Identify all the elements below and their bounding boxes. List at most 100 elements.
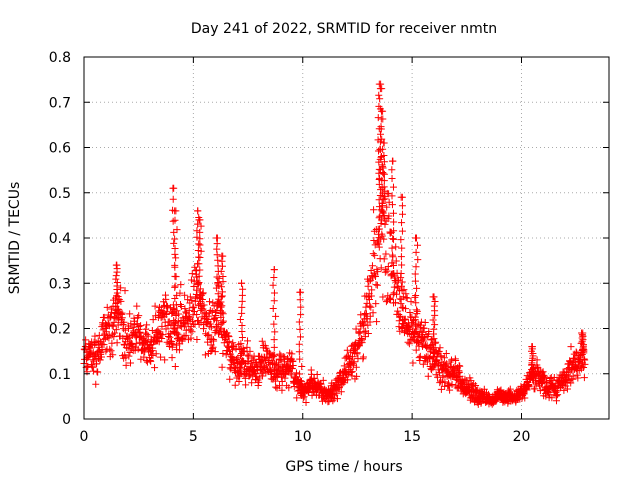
data-point (112, 326, 120, 334)
data-point (109, 322, 117, 330)
data-point (369, 309, 377, 317)
data-point (411, 313, 419, 321)
data-point (340, 362, 348, 370)
data-point (397, 236, 405, 244)
data-point (171, 244, 179, 252)
data-point (396, 295, 404, 303)
data-point (376, 212, 384, 220)
data-point (243, 351, 251, 359)
data-point (398, 286, 406, 294)
data-point (187, 334, 195, 342)
data-point (111, 329, 119, 337)
data-point (292, 369, 300, 377)
data-point (296, 355, 304, 363)
data-point (269, 281, 277, 289)
data-point (398, 278, 406, 286)
data-point (126, 359, 134, 367)
data-point (375, 165, 383, 173)
data-point (441, 378, 449, 386)
data-point (402, 305, 410, 313)
data-point (392, 243, 400, 251)
data-point (235, 378, 243, 386)
data-point (429, 316, 437, 324)
data-point (189, 304, 197, 312)
data-point (420, 337, 428, 345)
data-point (114, 292, 122, 300)
data-point (362, 310, 370, 318)
data-point (384, 262, 392, 270)
data-point (366, 302, 374, 310)
data-point (209, 343, 217, 351)
data-point (365, 277, 373, 285)
data-point (388, 244, 396, 252)
data-point (380, 235, 388, 243)
data-point (207, 320, 215, 328)
data-point (394, 307, 402, 315)
y-axis-label: SRMTID / TECUs (7, 182, 23, 295)
data-point (288, 364, 296, 372)
data-point (461, 375, 469, 383)
data-point (409, 317, 417, 325)
data-point (375, 225, 383, 233)
data-point (581, 360, 589, 368)
data-point (370, 206, 378, 214)
data-point (271, 328, 279, 336)
data-point (437, 377, 445, 385)
data-point (412, 292, 420, 300)
data-point (409, 359, 417, 367)
data-point (157, 353, 165, 361)
data-point (402, 294, 410, 302)
data-point (122, 354, 130, 362)
data-point (162, 325, 170, 333)
data-point (96, 356, 104, 364)
data-point (206, 298, 214, 306)
data-point (452, 356, 460, 364)
data-point (271, 351, 279, 359)
data-point (236, 352, 244, 360)
data-point (270, 273, 278, 281)
data-point (132, 340, 140, 348)
data-point (246, 347, 254, 355)
data-point (133, 333, 140, 341)
data-point (412, 248, 420, 256)
data-point (108, 339, 116, 347)
data-point (125, 352, 133, 360)
data-point (572, 348, 580, 356)
data-point (296, 325, 304, 333)
data-point (319, 376, 327, 384)
data-point (375, 240, 383, 248)
x-axis-label: GPS time / hours (285, 459, 402, 475)
data-point (379, 145, 387, 153)
x-tick-label: 20 (513, 429, 531, 445)
data-point (296, 333, 304, 341)
data-point (455, 368, 463, 376)
y-tick-label: 0.5 (49, 186, 71, 202)
data-point (255, 378, 263, 386)
data-point (188, 328, 196, 336)
data-point (231, 381, 239, 389)
data-point (163, 308, 171, 316)
data-point (105, 320, 113, 328)
data-point (412, 299, 420, 307)
data-point (233, 355, 241, 363)
data-point (390, 261, 398, 269)
data-point (216, 326, 224, 334)
data-point (430, 293, 438, 301)
data-point (208, 308, 216, 316)
data-point (104, 333, 112, 341)
data-point (224, 332, 232, 340)
data-point (171, 263, 179, 271)
data-point (193, 311, 201, 319)
data-point (399, 320, 407, 328)
data-point (172, 207, 180, 215)
data-point (389, 183, 397, 191)
data-point (129, 342, 137, 350)
data-point (406, 309, 414, 317)
data-point (180, 318, 188, 326)
data-point (287, 371, 295, 379)
data-point (107, 347, 115, 355)
data-point (121, 287, 129, 295)
data-point (395, 317, 403, 325)
